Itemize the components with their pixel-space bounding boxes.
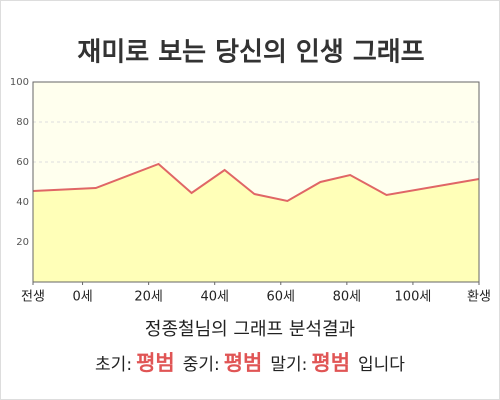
stage-label: 중기: [182,355,220,375]
stage-label: 말기: [270,355,308,375]
y-tick-label: 80 [16,117,29,128]
y-tick-label: 40 [16,197,29,208]
chart: 재미로 보는 당신의 인생 그래프 20 40 60 80 100 전생 0세 20세 40세 6… [10,38,491,305]
y-tick-label: 100 [10,77,29,88]
x-tick-label: 전생 [21,290,45,305]
line [32,162,480,203]
stage-value: 평범 [311,351,351,375]
stage-label: 초기: [95,355,133,375]
x-tick-label: 40세 [200,290,229,305]
x-tick-label: 80세 [333,290,362,305]
y-tick-label: 60 [16,157,29,168]
x-tick-label: 환생 [467,290,491,305]
plot-frame [32,81,480,283]
stage-value: 평범 [136,351,175,375]
area [33,164,479,282]
x-tick-label: 60세 [267,290,296,305]
chart-title: 재미로 보는 당신의 인생 그래프 [77,38,424,68]
y-tick-label: 20 [16,237,29,248]
summary-suffix: 입니다 [358,355,405,375]
summary: 정종철님의 그래프 분석결과 초기: 평범 중기: 평범 말기: 평범 입니다 [1,315,499,377]
stage-value: 평범 [223,351,263,375]
x-tick-label: 0세 [72,290,92,305]
x-tick-label: 100세 [395,290,432,305]
summary-heading: 정종철님의 그래프 분석결과 [144,319,356,340]
x-tick-label: 20세 [134,290,163,305]
summary-row: 초기: 평범 중기: 평범 말기: 평범 입니다 [1,347,499,377]
